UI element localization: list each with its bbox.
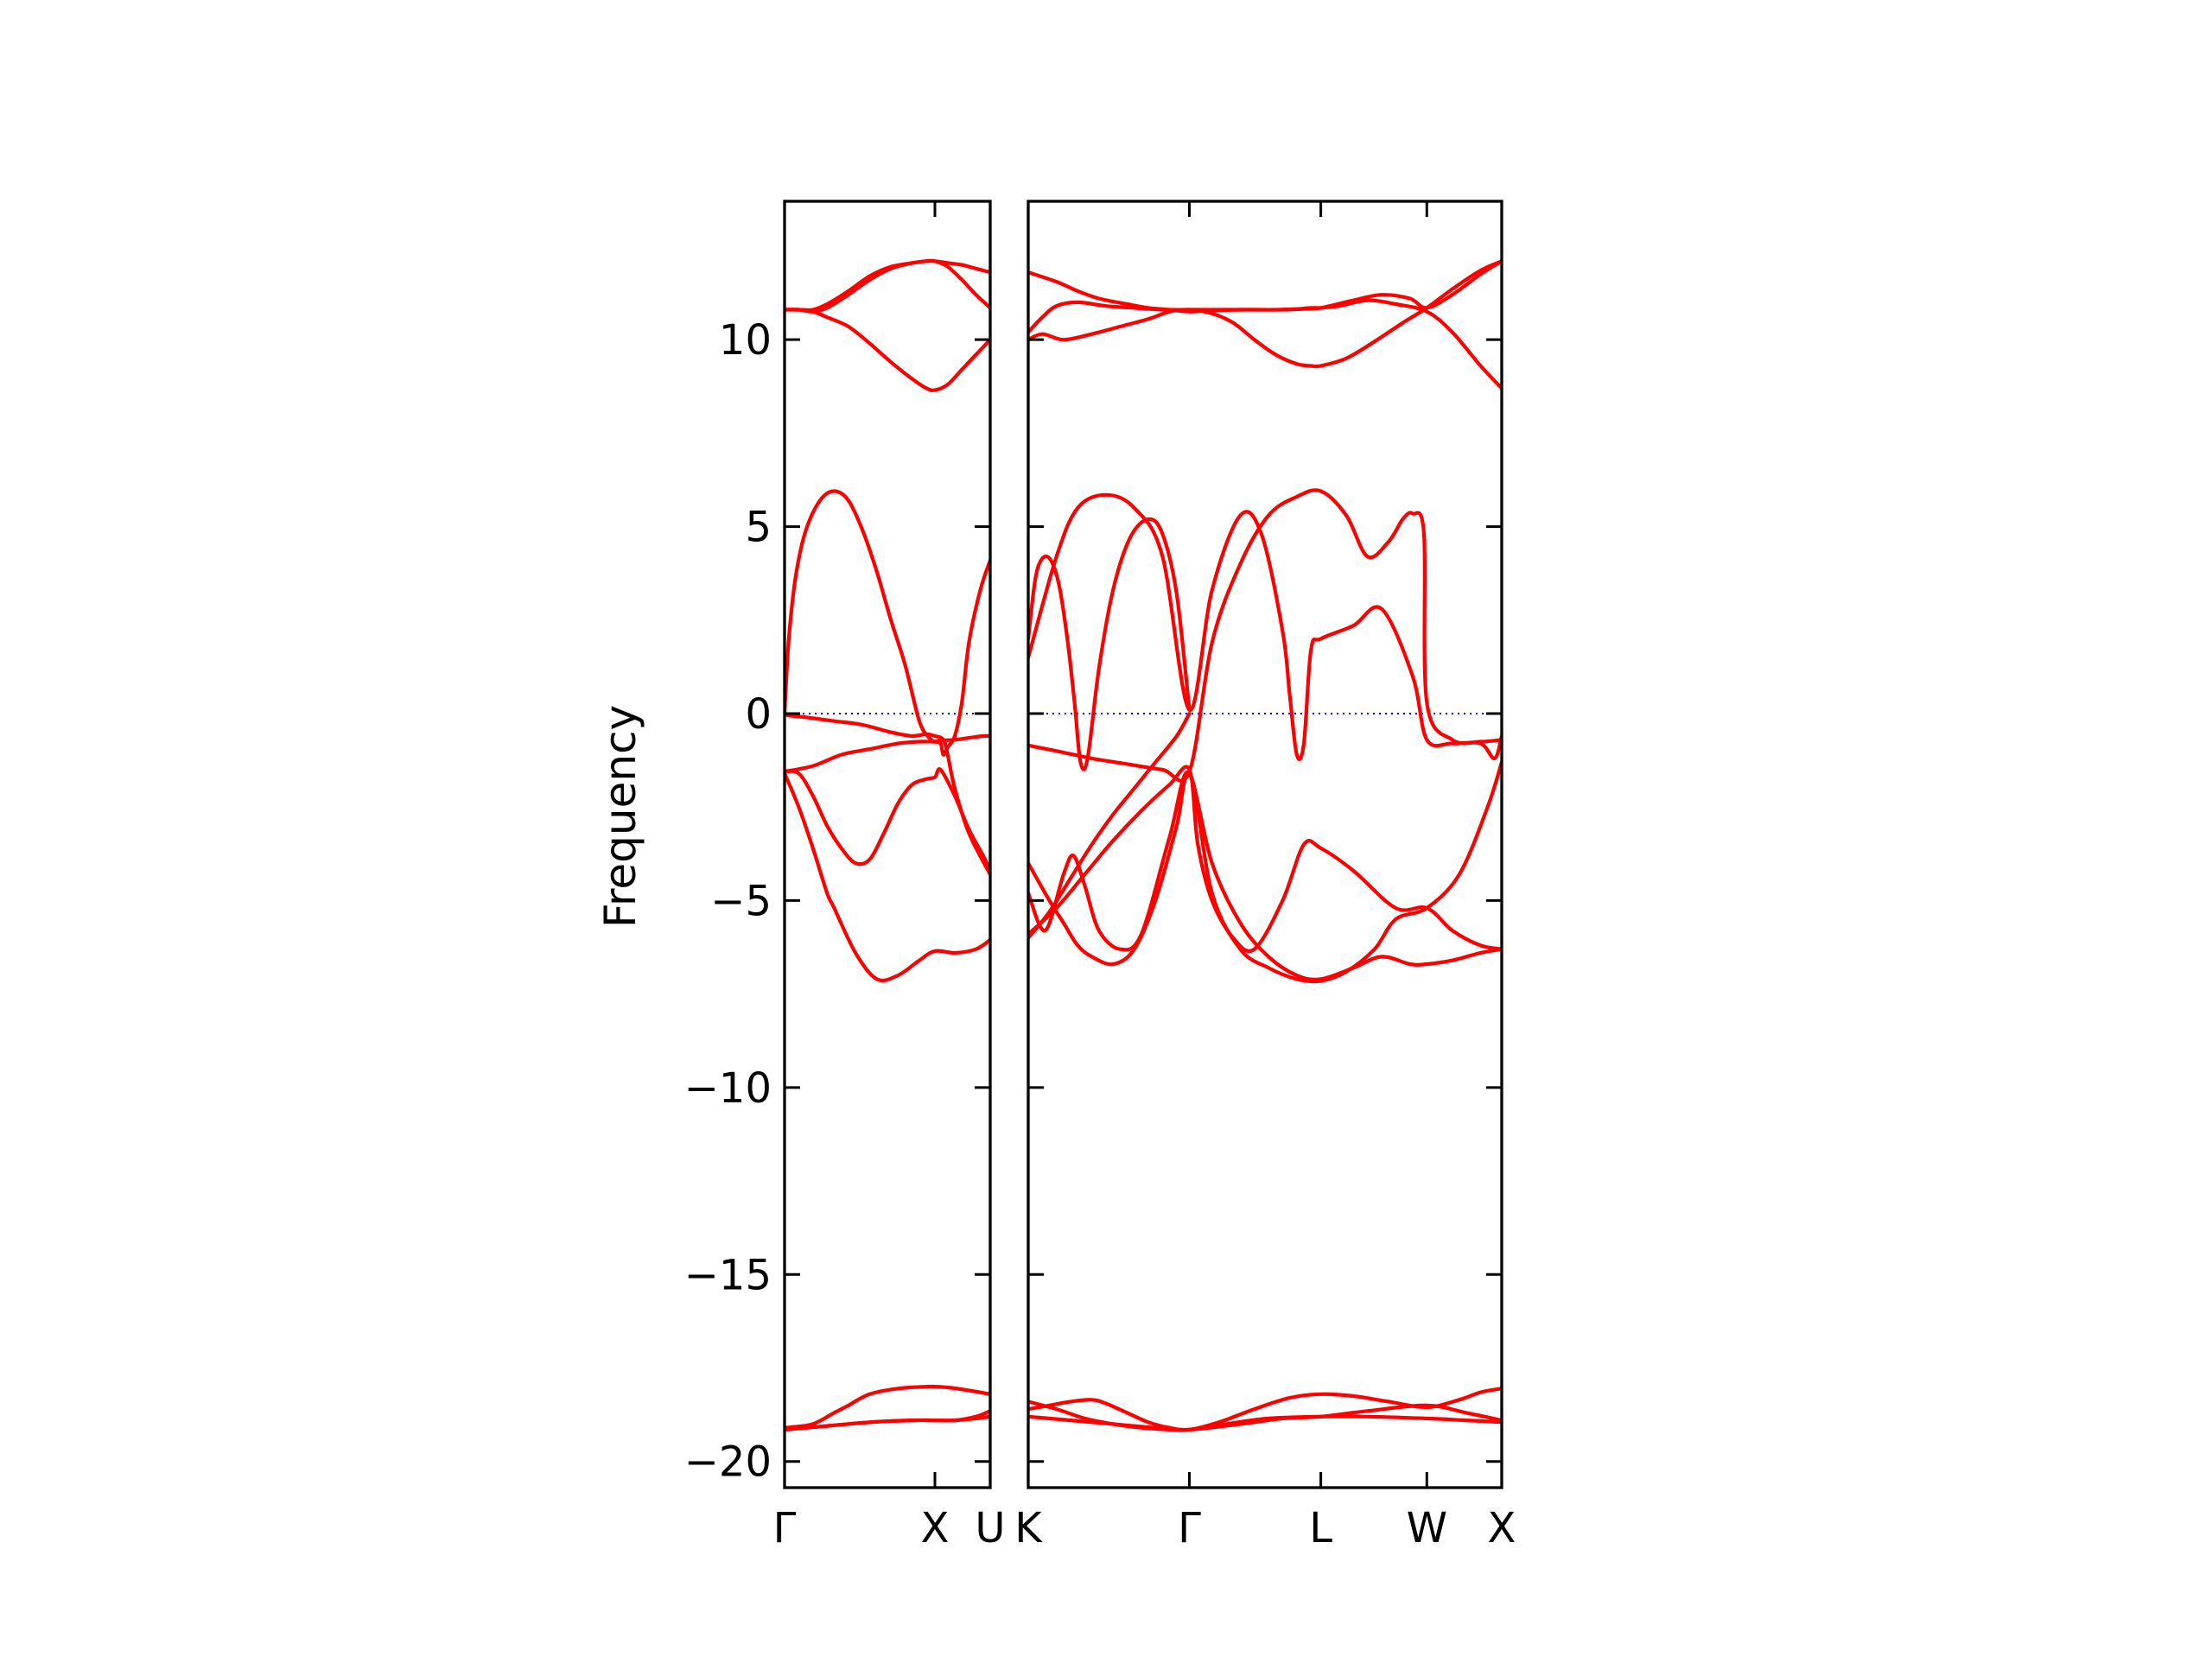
- band-line-5: [785, 733, 990, 774]
- band-line-1: [785, 1384, 990, 1430]
- band-line-8: [1028, 492, 1502, 762]
- band-line-7: [785, 489, 990, 757]
- band-line-12: [1028, 771, 1502, 981]
- x-tick-label: K: [1014, 1504, 1043, 1552]
- panel-frame: [783, 200, 992, 1489]
- x-tick-label: U: [975, 1504, 1005, 1552]
- band-line-10: [785, 308, 990, 392]
- y-tick-label: −5: [710, 877, 772, 925]
- band-line-9: [1028, 488, 1502, 783]
- y-tick-label: −10: [684, 1064, 772, 1113]
- x-tick-label: X: [1488, 1504, 1516, 1552]
- x-tick-label: W: [1407, 1504, 1447, 1552]
- band-line-11: [785, 258, 990, 313]
- band-line-3: [785, 1409, 990, 1431]
- y-tick-label: 0: [745, 690, 772, 739]
- x-tick-label: Γ: [773, 1504, 797, 1552]
- y-tick-label: 10: [719, 316, 772, 365]
- band-line-8: [785, 711, 990, 877]
- band-line-11: [1028, 765, 1502, 954]
- y-tick-label: 5: [745, 504, 772, 552]
- band-line-4: [785, 771, 990, 983]
- panel-frame: [1027, 200, 1503, 1489]
- band-group: [1028, 259, 1502, 1432]
- band-line-5: [1028, 298, 1502, 390]
- band-line-6: [1028, 259, 1502, 369]
- x-tick-label: Γ: [1178, 1504, 1201, 1552]
- y-axis-label: Frequency: [595, 705, 645, 928]
- x-tick-label: L: [1309, 1504, 1332, 1552]
- band-line-13: [1028, 760, 1502, 984]
- y-tick-label: −20: [684, 1438, 772, 1487]
- x-tick-label: X: [921, 1504, 950, 1552]
- y-tick-label: −15: [684, 1251, 772, 1299]
- band-line-7: [1028, 517, 1192, 771]
- band-line-3: [1028, 1403, 1502, 1432]
- band-group: [785, 258, 990, 1431]
